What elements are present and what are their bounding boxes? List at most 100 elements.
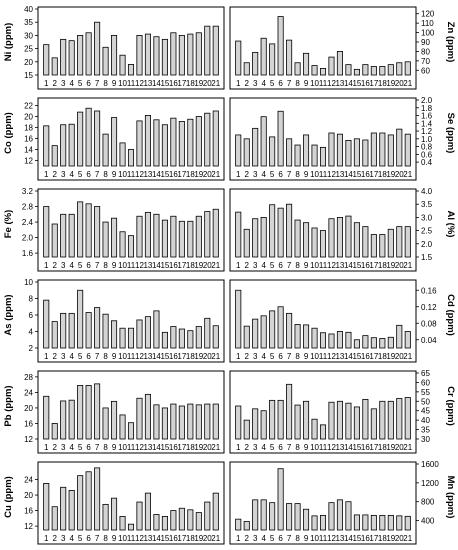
- bar-cd-2: [243, 325, 250, 349]
- x-tick-ni-9: 9: [112, 79, 117, 88]
- x-tick-cu-2: 2: [52, 534, 57, 543]
- y-tick-se: 1.8: [421, 104, 433, 113]
- panel-frame-al: [229, 188, 417, 272]
- y-tick-mn: 1600: [421, 460, 439, 469]
- x-tick-co-18: 18: [186, 170, 195, 179]
- x-tick-cu-16: 16: [169, 534, 178, 543]
- x-tick-al-15: 15: [352, 261, 361, 270]
- bar-ni-12: [136, 35, 143, 76]
- bar-al-20: [396, 226, 403, 258]
- y-tick-cr: 60: [421, 378, 430, 387]
- bar-cd-1: [235, 289, 242, 349]
- x-tick-al-16: 16: [361, 261, 370, 270]
- bar-se-8: [294, 144, 301, 167]
- x-tick-fe-9: 9: [112, 261, 117, 270]
- bar-cu-10: [119, 516, 126, 531]
- bar-ni-14: [153, 36, 160, 76]
- x-tick-cr-14: 14: [344, 443, 353, 452]
- x-tick-cu-6: 6: [86, 534, 91, 543]
- y-tick-cr: 55: [421, 388, 430, 397]
- bar-ni-13: [144, 33, 151, 76]
- bar-cd-21: [404, 331, 411, 349]
- x-tick-cr-7: 7: [287, 443, 292, 452]
- y-tick-cr: 40: [421, 416, 430, 425]
- bar-cd-7: [286, 312, 293, 349]
- bar-fe-11: [127, 235, 135, 258]
- x-tick-as-10: 10: [118, 352, 127, 361]
- x-tick-al-1: 1: [236, 261, 241, 270]
- y-tick-cd: 0.16: [421, 286, 437, 295]
- x-tick-fe-2: 2: [52, 261, 57, 270]
- x-tick-ni-18: 18: [186, 79, 195, 88]
- bar-as-19: [195, 326, 202, 349]
- x-tick-fe-7: 7: [95, 261, 100, 270]
- x-tick-cr-18: 18: [378, 443, 387, 452]
- bar-cr-8: [294, 404, 301, 440]
- bar-al-12: [328, 218, 335, 258]
- bar-cu-9: [111, 497, 118, 531]
- bar-ni-7: [94, 21, 101, 76]
- bar-se-15: [353, 138, 360, 167]
- bar-zn-13: [336, 51, 343, 76]
- y-axis-label-pb: Pb (ppm): [3, 385, 14, 426]
- bar-ni-5: [77, 35, 84, 76]
- bar-zn-1: [235, 40, 242, 76]
- x-tick-zn-12: 12: [327, 79, 336, 88]
- x-tick-co-8: 8: [103, 170, 108, 179]
- bar-as-18: [187, 330, 194, 349]
- bar-zn-11: [319, 68, 327, 76]
- x-tick-cu-5: 5: [78, 534, 83, 543]
- x-tick-mn-5: 5: [270, 534, 275, 543]
- x-tick-cd-6: 6: [278, 352, 283, 361]
- x-tick-se-15: 15: [352, 170, 361, 179]
- bar-mn-1: [235, 518, 242, 531]
- bar-as-10: [119, 327, 126, 349]
- bar-se-18: [379, 132, 386, 167]
- x-tick-as-17: 17: [177, 352, 186, 361]
- x-tick-mn-12: 12: [327, 534, 336, 543]
- x-tick-al-21: 21: [403, 261, 412, 270]
- bar-mn-21: [404, 515, 411, 531]
- bar-cd-20: [396, 324, 403, 349]
- x-tick-fe-18: 18: [186, 261, 195, 270]
- bar-zn-12: [328, 56, 335, 76]
- x-tick-fe-10: 10: [118, 261, 127, 270]
- bar-as-17: [178, 328, 185, 349]
- bar-se-17: [370, 132, 377, 167]
- x-tick-mn-8: 8: [295, 534, 300, 543]
- bar-as-20: [204, 317, 211, 349]
- x-tick-cr-10: 10: [310, 443, 319, 452]
- y-tick-se: 0.4: [421, 158, 433, 167]
- bar-pb-16: [170, 403, 177, 440]
- bar-ni-3: [60, 38, 67, 76]
- bar-ni-9: [111, 35, 118, 76]
- y-tick-co: 12: [24, 157, 33, 166]
- bar-zn-7: [286, 39, 293, 76]
- x-tick-mn-11: 11: [319, 534, 328, 543]
- bar-al-21: [404, 226, 411, 258]
- bar-fe-3: [60, 213, 67, 258]
- x-tick-cd-11: 11: [319, 352, 328, 361]
- x-tick-cu-12: 12: [135, 534, 144, 543]
- x-tick-al-12: 12: [327, 261, 336, 270]
- bar-mn-18: [379, 514, 386, 531]
- x-tick-cu-21: 21: [211, 534, 220, 543]
- x-tick-cu-10: 10: [118, 534, 127, 543]
- bar-co-9: [111, 117, 118, 167]
- bar-co-7: [94, 110, 101, 167]
- bar-pb-6: [85, 385, 92, 440]
- panel-frame-zn: [229, 6, 417, 90]
- bar-se-20: [396, 128, 403, 167]
- bar-ni-16: [170, 32, 177, 76]
- bar-co-15: [161, 124, 168, 167]
- x-tick-cr-4: 4: [261, 443, 266, 452]
- y-tick-co: 14: [24, 146, 33, 155]
- bar-al-3: [252, 218, 259, 258]
- x-tick-se-2: 2: [244, 170, 249, 179]
- y-tick-mn: 800: [421, 498, 435, 507]
- x-tick-se-13: 13: [335, 170, 344, 179]
- bar-se-21: [404, 133, 411, 167]
- x-tick-co-7: 7: [95, 170, 100, 179]
- x-tick-as-1: 1: [44, 352, 49, 361]
